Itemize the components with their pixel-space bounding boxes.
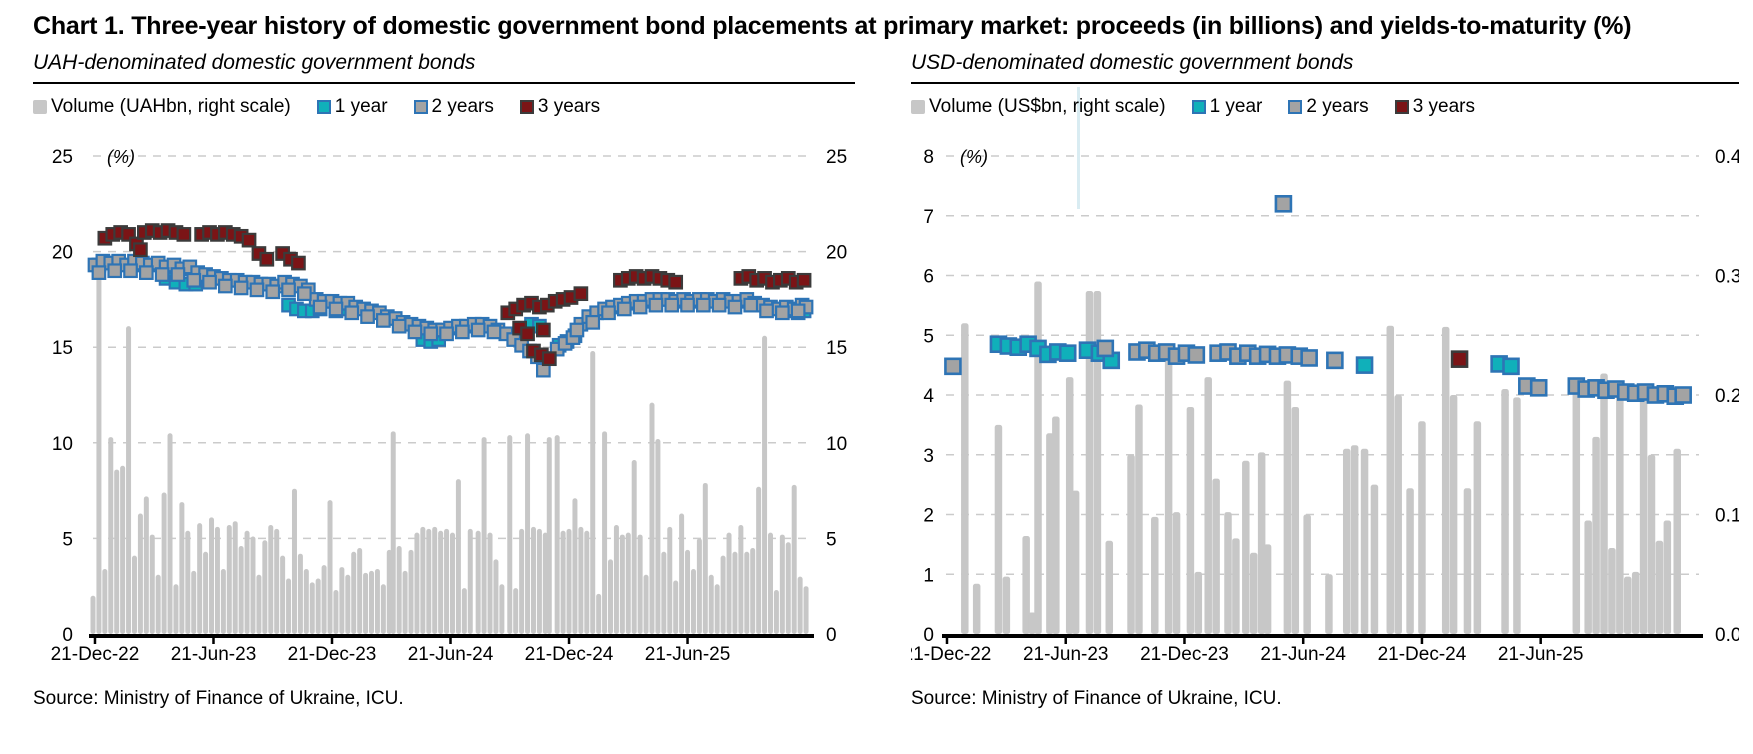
one-year-swatch-icon <box>316 100 331 114</box>
svg-text:21-Dec-23: 21-Dec-23 <box>288 644 377 665</box>
usd-source-note: Source: Ministry of Finance of Ukraine, … <box>911 688 1282 709</box>
uah-legend: Volume (UAHbn, right scale) 1 year 2 yea… <box>33 92 855 122</box>
series-2-years <box>944 195 1692 405</box>
svg-text:5: 5 <box>826 529 837 550</box>
series-1-year <box>989 335 1520 376</box>
svg-text:21-Dec-24: 21-Dec-24 <box>525 644 614 665</box>
page: Chart 1. Three-year history of domestic … <box>33 12 1753 710</box>
svg-text:0: 0 <box>826 625 837 646</box>
legend-label: 2 years <box>1306 96 1369 117</box>
vertical-artifact-line <box>1077 87 1080 209</box>
svg-text:5: 5 <box>62 529 73 550</box>
volume-swatch-icon <box>911 100 925 114</box>
svg-text:0: 0 <box>923 625 934 646</box>
one-year-swatch-icon <box>1191 100 1206 114</box>
uah-subtitle: UAH-denominated domestic government bond… <box>33 51 855 84</box>
legend-item-2-years: 2 years <box>413 96 494 118</box>
y-axis-left-labels: 0 5 10 15 20 25 <box>52 147 73 646</box>
svg-text:0.1: 0.1 <box>1715 506 1739 527</box>
page-title: Chart 1. Three-year history of domestic … <box>33 12 1632 40</box>
legend-item-3-years: 3 years <box>1394 96 1475 118</box>
svg-text:21-Dec-23: 21-Dec-23 <box>1140 644 1229 665</box>
percent-unit-label: (%) <box>960 147 988 167</box>
volume-bars <box>90 263 809 634</box>
legend-label: 3 years <box>1412 96 1475 117</box>
legend-label: 1 year <box>334 96 388 117</box>
svg-text:7: 7 <box>923 207 934 228</box>
svg-text:20: 20 <box>826 243 847 264</box>
svg-text:2: 2 <box>923 506 934 527</box>
svg-text:15: 15 <box>52 338 73 359</box>
svg-text:21-Jun-24: 21-Jun-24 <box>1260 644 1346 665</box>
legend-label: 3 years <box>537 96 601 117</box>
y-axis-right-labels: 0.0 0.1 0.2 0.3 0.4 <box>1715 147 1739 646</box>
uah-panel: UAH-denominated domestic government bond… <box>33 51 855 710</box>
svg-text:21-Dec-24: 21-Dec-24 <box>1378 644 1467 665</box>
two-years-swatch-icon <box>413 100 428 114</box>
chart-panels: UAH-denominated domestic government bond… <box>33 51 1753 710</box>
legend-label: 2 years <box>431 96 494 117</box>
svg-text:21-Jun-23: 21-Jun-23 <box>171 644 257 665</box>
three-years-swatch-icon <box>519 100 534 114</box>
percent-unit-label: (%) <box>107 147 135 167</box>
svg-text:21-Jun-23: 21-Jun-23 <box>1023 644 1109 665</box>
usd-bond-chart: 21-Dec-22 21-Jun-23 21-Dec-23 21-Jun-24 21-D… <box>911 147 1739 665</box>
svg-text:0.4: 0.4 <box>1715 147 1739 168</box>
svg-text:0.0: 0.0 <box>1715 625 1739 646</box>
svg-text:6: 6 <box>923 267 934 288</box>
gridlines <box>93 155 810 540</box>
two-years-swatch-icon <box>1288 100 1303 114</box>
svg-text:0.2: 0.2 <box>1715 386 1739 407</box>
svg-text:0: 0 <box>62 625 73 646</box>
three-years-swatch-icon <box>1394 100 1409 114</box>
x-axis <box>942 634 1703 644</box>
legend-item-1-year: 1 year <box>1191 96 1263 118</box>
svg-text:21-Jun-25: 21-Jun-25 <box>1498 644 1584 665</box>
svg-text:10: 10 <box>826 434 847 455</box>
legend-item-1-year: 1 year <box>316 96 388 118</box>
legend-label: Volume (US$bn, right scale) <box>929 96 1166 117</box>
svg-text:21-Jun-25: 21-Jun-25 <box>645 644 731 665</box>
legend-item-3-years: 3 years <box>519 96 601 118</box>
series-3-years <box>97 223 812 367</box>
y-axis-left-labels: 0 1 2 3 4 5 6 7 8 <box>923 147 934 646</box>
svg-text:25: 25 <box>52 147 73 168</box>
y-axis-right-labels: 0 5 10 15 20 25 <box>826 147 847 646</box>
x-axis <box>89 634 814 644</box>
svg-text:0.3: 0.3 <box>1715 267 1739 288</box>
legend-label: 1 year <box>1209 96 1263 117</box>
usd-legend: Volume (US$bn, right scale) 1 year 2 yea… <box>911 92 1739 122</box>
svg-text:25: 25 <box>826 147 847 168</box>
svg-text:3: 3 <box>923 446 934 467</box>
legend-item-2-years: 2 years <box>1288 96 1369 118</box>
series-3-years <box>1450 350 1469 368</box>
legend-item-volume: Volume (UAHbn, right scale) <box>33 96 291 118</box>
legend-item-volume: Volume (US$bn, right scale) <box>911 96 1166 118</box>
x-axis-labels: 21-Dec-22 21-Jun-23 21-Dec-23 21-Jun-24 21-D… <box>911 644 1583 665</box>
x-axis-labels: 21-Dec-22 21-Jun-23 21-Dec-23 21-Jun-24 21-D… <box>51 644 731 665</box>
svg-text:21-Dec-22: 21-Dec-22 <box>911 644 991 665</box>
svg-text:10: 10 <box>52 434 73 455</box>
volume-bars <box>961 281 1681 634</box>
uah-source-note: Source: Ministry of Finance of Ukraine, … <box>33 688 404 709</box>
legend-label: Volume (UAHbn, right scale) <box>51 96 291 117</box>
svg-text:5: 5 <box>923 326 934 347</box>
svg-text:21-Jun-24: 21-Jun-24 <box>408 644 494 665</box>
svg-text:8: 8 <box>923 147 934 168</box>
usd-panel: USD-denominated domestic government bond… <box>911 51 1739 710</box>
usd-subtitle: USD-denominated domestic government bond… <box>911 51 1739 84</box>
uah-bond-chart: 21-Dec-22 21-Jun-23 21-Dec-23 21-Jun-24 21-D… <box>51 147 848 665</box>
series-2-years <box>87 253 814 378</box>
svg-text:15: 15 <box>826 338 847 359</box>
svg-text:4: 4 <box>923 386 934 407</box>
svg-text:21-Dec-22: 21-Dec-22 <box>51 644 140 665</box>
svg-text:1: 1 <box>923 565 934 586</box>
svg-text:20: 20 <box>52 243 73 264</box>
volume-swatch-icon <box>33 100 47 114</box>
